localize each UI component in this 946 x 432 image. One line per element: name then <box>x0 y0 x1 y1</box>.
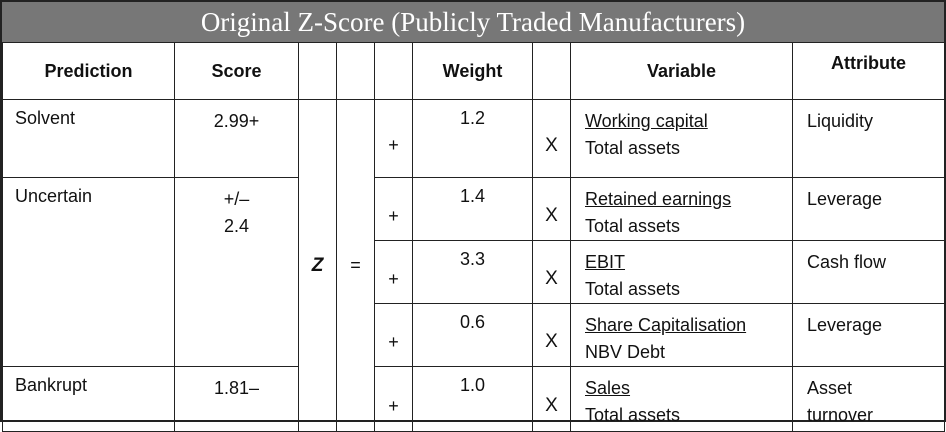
header-blank-eq <box>336 42 375 100</box>
attribute-line1: Asset <box>807 378 853 398</box>
weight-value: 3.3 <box>412 240 533 304</box>
header-prediction: Prediction <box>2 42 175 100</box>
header-blank-plus <box>374 42 413 100</box>
variable-ratio: Share Capitalisation NBV Debt <box>570 303 793 367</box>
multiply-sign: X <box>532 303 571 367</box>
variable-denominator: NBV Debt <box>585 342 666 362</box>
table-row: Solvent 2.99+ Z = + 1.2 X Working capita… <box>2 99 945 432</box>
multiply-sign: X <box>532 99 571 178</box>
plus-sign: + <box>374 240 413 304</box>
weight-value: 1.4 <box>412 177 533 241</box>
prediction-bankrupt: Bankrupt <box>2 366 175 432</box>
header-score: Score <box>174 42 299 100</box>
weight-value: 1.0 <box>412 366 533 432</box>
variable-denominator: Total assets <box>585 405 681 425</box>
score-value-line2: 2.4 <box>223 216 250 236</box>
z-score-table: Prediction Score Weight Variable Attribu… <box>2 42 945 432</box>
table-row: Bankrupt 1.81– + 1.0 X Sales Total asset… <box>2 366 945 432</box>
variable-ratio: EBIT Total assets <box>570 240 793 304</box>
variable-denominator: Total assets <box>585 216 681 236</box>
weight-value: 1.2 <box>412 99 533 178</box>
header-attribute: Attribute <box>792 42 945 100</box>
variable-ratio: Retained earnings Total assets <box>570 177 793 241</box>
header-blank-z <box>298 42 337 100</box>
attribute-value: Asset turnover <box>792 366 945 432</box>
header-weight: Weight <box>412 42 533 100</box>
plus-sign: + <box>374 303 413 367</box>
variable-denominator: Total assets <box>585 279 681 299</box>
score-bankrupt: 1.81– <box>174 366 299 432</box>
table-title: Original Z-Score (Publicly Traded Manufa… <box>2 2 944 42</box>
table-row: Uncertain +/– 2.4 + 1.4 X Retained earni… <box>2 177 945 367</box>
table-row: + 0.6 X Share Capitalisation NBV Debt Le… <box>3 303 945 367</box>
variable-ratio: Sales Total assets <box>570 366 793 432</box>
variable-numerator: Share Capitalisation <box>585 315 747 335</box>
variable-denominator: Total assets <box>585 138 681 158</box>
score-value-line1: +/– <box>223 189 250 209</box>
header-row: Prediction Score Weight Variable Attribu… <box>2 42 945 100</box>
prediction-solvent: Solvent <box>2 99 175 178</box>
multiply-sign: X <box>532 177 571 241</box>
variable-numerator: EBIT <box>585 252 626 272</box>
attribute-value: Liquidity <box>792 99 945 178</box>
header-blank-x <box>532 42 571 100</box>
score-value: 1.81– <box>213 378 260 398</box>
plus-sign: + <box>374 99 413 178</box>
prediction-uncertain: Uncertain <box>2 177 175 367</box>
variable-numerator: Working capital <box>585 111 708 131</box>
equals-sign: = <box>336 99 375 432</box>
z-symbol: Z <box>298 99 337 432</box>
weight-value: 0.6 <box>412 303 533 367</box>
multiply-sign: X <box>532 240 571 304</box>
variable-numerator: Sales <box>585 378 631 398</box>
attribute-value: Cash flow <box>792 240 945 304</box>
plus-sign: + <box>374 177 413 241</box>
score-solvent: 2.99+ <box>174 99 299 178</box>
score-uncertain: +/– 2.4 <box>174 177 299 367</box>
attribute-value: Leverage <box>792 177 945 241</box>
attribute-line2: turnover <box>807 405 874 425</box>
variable-ratio: Working capital Total assets <box>570 99 793 178</box>
score-value: 2.99+ <box>213 111 260 131</box>
header-variable: Variable <box>570 42 793 100</box>
attribute-value: Leverage <box>792 303 945 367</box>
variable-numerator: Retained earnings <box>585 189 732 209</box>
